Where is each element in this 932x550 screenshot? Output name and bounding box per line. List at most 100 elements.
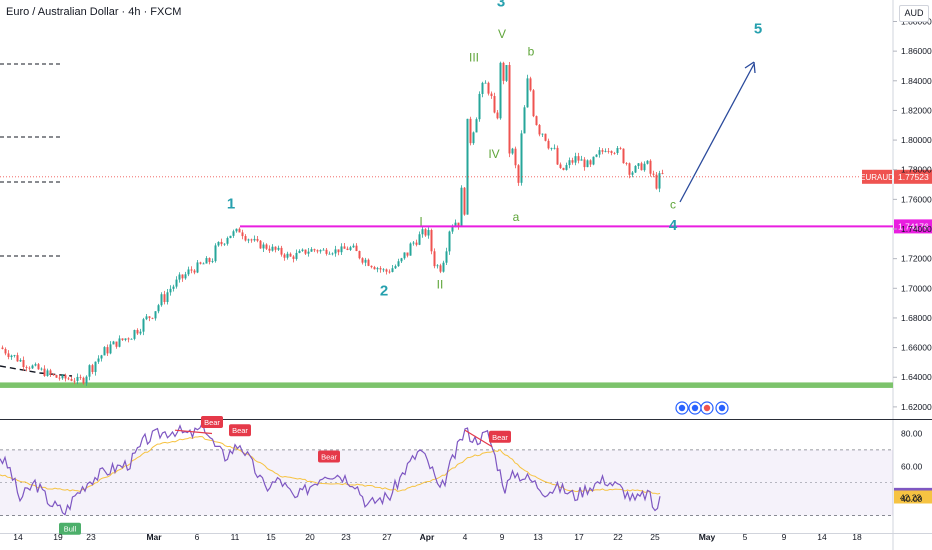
candle-body: [376, 268, 379, 270]
candle-body: [475, 119, 478, 133]
candle-body: [595, 154, 598, 157]
candle-body: [280, 247, 283, 255]
candle-body: [427, 230, 430, 236]
candle-body: [517, 165, 520, 183]
price-tick-label: 1.78000: [901, 165, 932, 175]
price-tick-label: 1.62000: [901, 402, 932, 412]
candle-body: [442, 262, 445, 272]
candle-body: [331, 253, 334, 255]
candle-body: [151, 317, 154, 319]
candle-body: [115, 341, 118, 347]
price-tick-label: 1.68000: [901, 313, 932, 323]
dashed-trendline: [0, 365, 73, 377]
candle-body: [148, 316, 151, 318]
candle-body: [160, 294, 163, 306]
candle-body: [28, 367, 31, 369]
candle-body: [370, 265, 373, 268]
time-tick-label: 22: [613, 532, 623, 542]
time-tick-label: 17: [574, 532, 584, 542]
candle-body: [268, 248, 271, 251]
candle-body: [163, 294, 166, 302]
candle-body: [106, 347, 109, 354]
candle-body: [358, 251, 361, 259]
candle-body: [199, 262, 202, 264]
candle-body: [628, 163, 631, 175]
candle-body: [373, 267, 376, 270]
currency-unit-button[interactable]: AUD: [899, 5, 929, 22]
candle-body: [298, 250, 301, 253]
candle-body: [130, 338, 133, 340]
dashed-levels: [0, 63, 73, 377]
candle-body: [619, 148, 622, 149]
candle-body: [181, 274, 184, 279]
candle-body: [631, 172, 634, 175]
candle-body: [457, 222, 460, 227]
candle-body: [523, 107, 526, 134]
candle-body: [490, 93, 493, 97]
last-price-symbol-tag: [862, 169, 892, 184]
candle-body: [100, 355, 103, 359]
candle-body: [343, 246, 346, 249]
candle-body: [415, 242, 418, 245]
candle-body: [451, 227, 454, 232]
price-tick-label: 1.84000: [901, 76, 932, 86]
candle-body: [79, 376, 82, 378]
time-tick-label: 4: [463, 532, 468, 542]
support-zone-band: [0, 382, 893, 388]
signal-badge: [489, 430, 511, 443]
candle-body: [205, 258, 208, 264]
projection-arrow-line: [679, 63, 755, 203]
candle-body: [349, 247, 352, 250]
candle-body: [226, 238, 229, 244]
candle-body: [313, 249, 316, 251]
candle-body: [256, 238, 259, 241]
candle-body: [640, 163, 643, 171]
time-tick-label: 9: [782, 532, 787, 542]
candle-body: [514, 148, 517, 166]
time-axis[interactable]: 14 19 23 Mar 6 11 15 20 23 27 Apr 4 9 13 17 22 25 May 5 9 14…: [13, 532, 862, 542]
time-tick-label: 25: [650, 532, 660, 542]
candle-body: [13, 355, 16, 356]
candle-body: [292, 256, 295, 259]
candle-body: [127, 338, 130, 340]
candle-body: [520, 133, 523, 183]
candle-body: [364, 259, 367, 263]
candle-body: [220, 241, 223, 245]
candle-body: [214, 245, 217, 262]
rsi-tick-label: 80.00: [901, 428, 923, 438]
price-axis[interactable]: 1.880001.860001.840001.820001.800001.780…: [893, 16, 932, 504]
divergence-line: [464, 429, 493, 448]
candle-body: [310, 249, 313, 252]
candle-body: [505, 65, 508, 81]
candle-body: [403, 252, 406, 259]
candle-body: [487, 82, 490, 94]
candle-body: [232, 231, 235, 236]
key-level-tag: [894, 219, 932, 234]
candle-body: [592, 156, 595, 165]
rsi-ma-value: 42.23: [900, 493, 922, 503]
candle-body: [34, 364, 37, 366]
candle-body: [334, 249, 337, 254]
candle-body: [337, 249, 340, 253]
candle-body: [175, 279, 178, 287]
candle-body: [604, 151, 607, 152]
candle-body: [142, 319, 145, 332]
candle-body: [568, 160, 571, 166]
candle-body: [340, 246, 343, 253]
candle-body: [304, 249, 307, 254]
event-icon-dot: [691, 404, 699, 412]
projection-arrow-head: [744, 61, 756, 74]
candle-body: [538, 125, 541, 135]
candle-body: [319, 250, 322, 252]
last-price-tag: [894, 169, 932, 184]
candle-body: [253, 238, 256, 241]
candle-body: [217, 241, 220, 246]
wave-label: 2: [380, 283, 388, 300]
candle-body: [463, 187, 466, 215]
candle-body: [484, 82, 487, 84]
candle-body: [133, 329, 136, 339]
rsi-tick-label: 40.00: [901, 494, 923, 504]
